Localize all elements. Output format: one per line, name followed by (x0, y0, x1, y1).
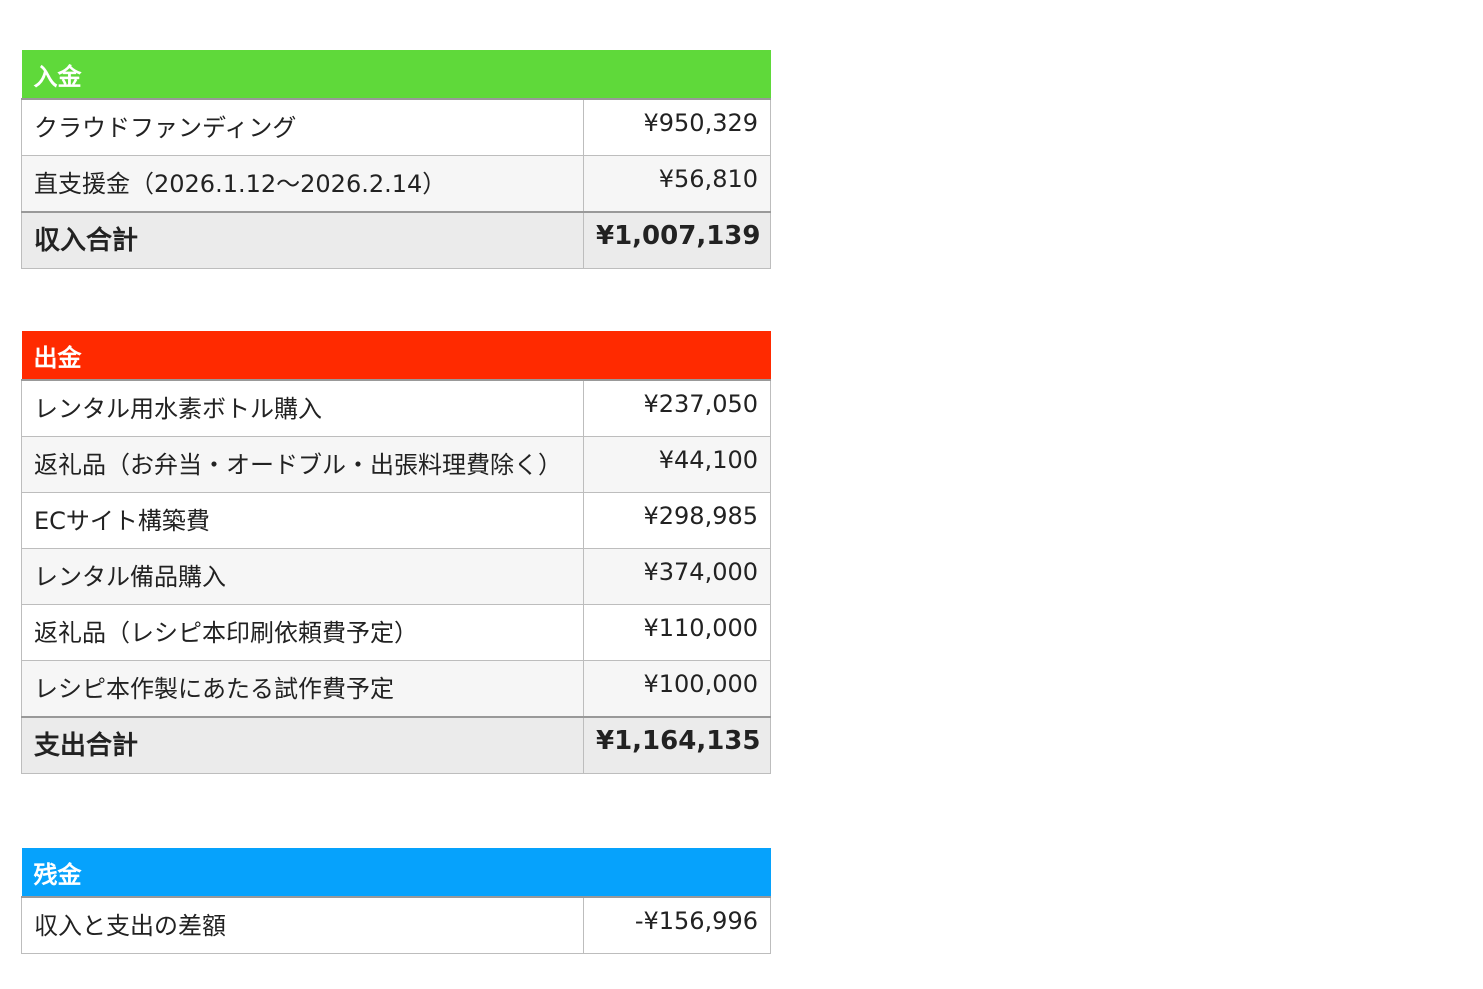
row-amount: ¥100,000 (583, 660, 771, 718)
row: 収入と支出の差額 -¥156,996 (21, 896, 771, 954)
row-amount: ¥950,329 (583, 98, 771, 156)
balance-table: 残金 収入と支出の差額 -¥156,996 (21, 848, 771, 954)
row-amount: ¥374,000 (583, 548, 771, 605)
row: レンタル用水素ボトル購入 ¥237,050 (21, 379, 771, 437)
slice-label: 28% (1235, 548, 1297, 581)
slice-label: 10% (1052, 179, 1114, 212)
row: 返礼品（お弁当・オードブル・出張料理費除く） ¥44,100 (21, 436, 771, 493)
row-label: クラウドファンディング (21, 98, 584, 156)
legend-label: 返礼品（お弁当・オードブル・出張料理費除く） (908, 762, 1414, 788)
header-row: 出金 (21, 331, 771, 381)
row-amount: ¥56,810 (583, 155, 771, 213)
legend-swatch (870, 817, 890, 837)
header-row: 入金 (21, 50, 771, 100)
legend-swatch (870, 765, 890, 785)
row: 直支援金（2026.1.12〜2026.2.14） ¥56,810 (21, 155, 771, 213)
row-label: 返礼品（お弁当・オードブル・出張料理費除く） (21, 436, 584, 493)
expense-table: 出金 レンタル用水素ボトル購入 ¥237,050 返礼品（お弁当・オードブル・出張料理… (21, 331, 771, 774)
section-title: 出金 (21, 331, 771, 381)
total-label: 収入合計 (21, 211, 584, 269)
row-amount: ¥110,000 (583, 604, 771, 661)
row: ECサイト構築費 ¥298,985 (21, 492, 771, 549)
row: クラウドファンディング ¥950,329 (21, 98, 771, 156)
donut-slice (1069, 405, 1426, 673)
row: 返礼品（レシピ本印刷依頼費予定） ¥110,000 (21, 604, 771, 661)
header-row: 残金 (21, 848, 771, 898)
row-label: レシピ本作製にあたる試作費予定 (21, 660, 584, 718)
slice-label: 22% (1251, 218, 1313, 251)
total-row: 支出合計 ¥1,164,135 (21, 716, 771, 774)
legend-label: レンタル備品購入 (908, 814, 1092, 840)
legend-label: レンタル用水素ボトル購入 (908, 736, 1184, 762)
donut-slice (1148, 117, 1422, 372)
row-label: 直支援金（2026.1.12〜2026.2.14） (21, 155, 584, 213)
row-label: レンタル用水素ボトル購入 (21, 379, 584, 437)
donut-slice (1283, 346, 1426, 418)
chart-title: 出金 (1120, 52, 1176, 85)
row-label: 収入と支出の差額 (21, 896, 584, 954)
income-table: 入金 クラウドファンディング ¥950,329 直支援金（2026.1.12〜2026… (21, 50, 771, 269)
row-label: 返礼品（レシピ本印刷依頼費予定） (21, 604, 584, 661)
donut-slice (870, 171, 1110, 662)
slice-label: 35% (912, 413, 974, 446)
row-amount: -¥156,996 (583, 896, 771, 954)
section-title: 入金 (21, 50, 771, 100)
section-title: 残金 (21, 848, 771, 898)
legend-swatch (870, 843, 890, 863)
total-row: 収入合計 ¥1,007,139 (21, 211, 771, 269)
legend-swatch (870, 739, 890, 759)
total-amount: ¥1,164,135 (583, 716, 771, 774)
row-amount: ¥237,050 (583, 379, 771, 437)
legend-label: 返礼品（レシピ本印刷依頼費予定） (908, 840, 1276, 866)
row: レンタル備品購入 ¥374,000 (21, 548, 771, 605)
legend-swatch (870, 791, 890, 811)
donut-slice (983, 117, 1148, 284)
row-label: レンタル備品購入 (21, 548, 584, 605)
row-label: ECサイト構築費 (21, 492, 584, 549)
total-label: 支出合計 (21, 716, 584, 774)
total-amount: ¥1,007,139 (583, 211, 771, 269)
row: レシピ本作製にあたる試作費予定 ¥100,000 (21, 660, 771, 718)
row-amount: ¥44,100 (583, 436, 771, 493)
slice-label: 4% (1334, 367, 1378, 400)
row-amount: ¥298,985 (583, 492, 771, 549)
legend-label: ECサイト構築費 (908, 788, 1077, 814)
